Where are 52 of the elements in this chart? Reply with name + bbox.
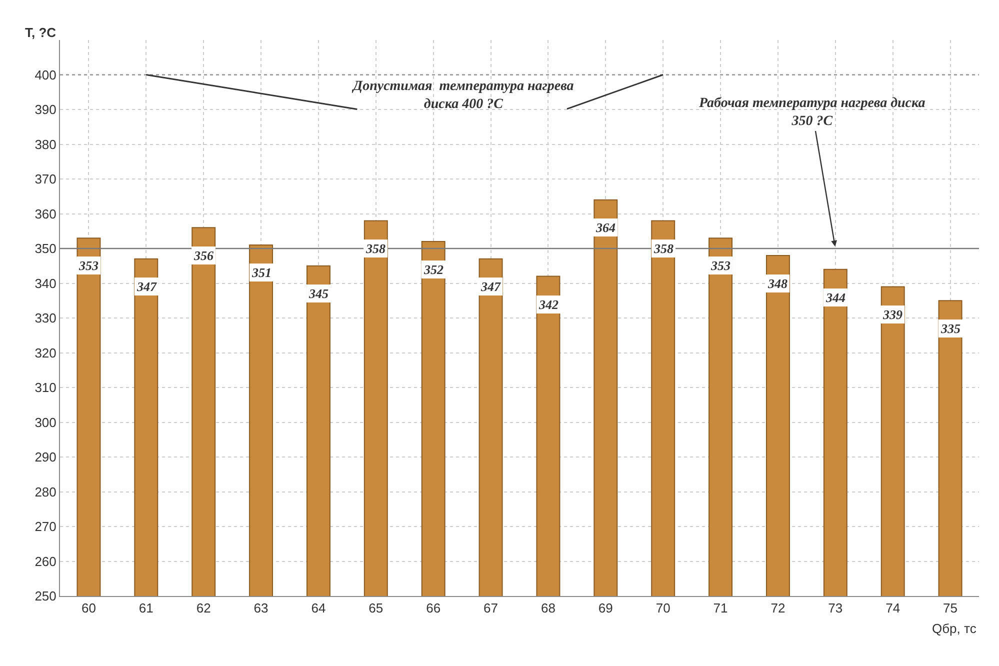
x-tick-label: 74 [886,600,900,616]
data-label: 347 [136,279,157,294]
data-label: 335 [940,321,961,336]
x-tick-label: 68 [540,600,556,616]
annotation: Допустимая температура нагрева диска 400 ?С [351,79,574,112]
x-tick-label: 64 [311,600,326,616]
data-label: 345 [308,286,329,301]
y-tick-label: 370 [34,172,56,187]
y-tick-label: 280 [34,484,56,500]
data-label: 344 [825,290,846,305]
x-tick-label: 67 [484,600,498,616]
data-label: 351 [251,265,272,280]
y-axis-title: T, ?C [25,25,57,40]
data-label: 353 [78,258,99,273]
y-tick-label: 390 [34,102,56,118]
data-label: 353 [710,258,731,273]
data-label: 356 [193,248,214,263]
y-tick-label: 400 [34,67,56,82]
x-axis-title: Qбр, тс [932,621,977,636]
data-label: 339 [882,307,903,322]
x-tick-label: 66 [426,600,441,616]
data-label: 342 [538,297,559,312]
y-tick-label: 250 [34,588,56,604]
y-tick-label: 300 [34,414,56,430]
y-tick-label: 340 [34,276,56,291]
y-tick-label: 380 [34,136,56,152]
x-tick-label: 65 [368,600,384,616]
y-tick-label: 360 [34,206,56,222]
data-label: 348 [767,276,788,291]
x-tick-label: 70 [656,600,670,616]
data-label: 352 [423,262,444,277]
y-tick-label: 290 [34,450,56,465]
x-tick-label: 72 [770,600,786,616]
x-tick-label: 60 [81,600,96,616]
data-label: 358 [365,241,386,256]
data-label: 364 [595,220,616,235]
data-label: 358 [653,241,674,256]
x-tick-label: 71 [713,600,728,616]
x-tick-label: 75 [943,600,958,616]
y-tick-label: 330 [34,310,56,326]
y-tick-label: 310 [34,380,56,396]
y-tick-label: 260 [34,554,56,569]
x-tick-label: 69 [598,600,613,616]
y-tick-label: 270 [34,519,56,534]
annotation: Рабочая температура нагрева диска 350 ?С [699,96,926,130]
data-label: 347 [480,279,501,294]
x-tick-label: 63 [254,600,268,616]
x-tick-label: 73 [828,600,843,616]
y-tick-label: 320 [34,345,56,360]
x-tick-label: 61 [138,600,154,616]
y-tick-label: 350 [34,241,56,256]
x-tick-label: 62 [196,600,211,616]
